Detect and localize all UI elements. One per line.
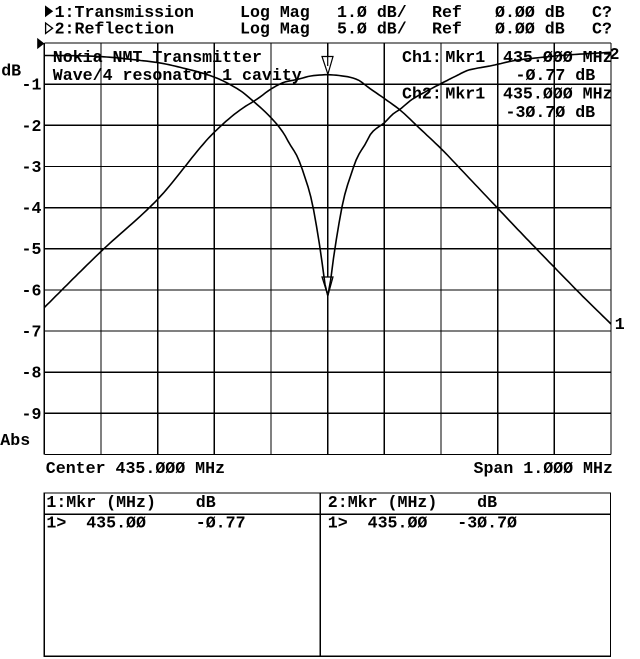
svg-text:5.Ø dB/: 5.Ø dB/ <box>337 20 407 39</box>
svg-text:Center 435.ØØØ MHz: Center 435.ØØØ MHz <box>46 459 225 478</box>
svg-text:-4: -4 <box>22 199 42 218</box>
svg-text:-5: -5 <box>22 240 42 259</box>
svg-text:Abs: Abs <box>0 431 30 450</box>
svg-text:1> 435.ØØ -3Ø.7Ø: 1> 435.ØØ -3Ø.7Ø <box>328 514 517 533</box>
svg-text:1> 435.ØØ -Ø.77: 1> 435.ØØ -Ø.77 <box>46 514 245 533</box>
svg-text:Ø.ØØ dB: Ø.ØØ dB <box>495 20 565 39</box>
svg-text:Log Mag: Log Mag <box>240 3 310 22</box>
svg-text:-3Ø.7Ø dB: -3Ø.7Ø dB <box>506 103 596 122</box>
svg-text:Ref: Ref <box>432 20 462 39</box>
svg-text:2: 2 <box>610 45 620 64</box>
svg-text:Wave/4 resonator 1 cavity: Wave/4 resonator 1 cavity <box>53 66 302 85</box>
svg-text:Mkr1: Mkr1 <box>445 85 485 104</box>
svg-text:1.Ø dB/: 1.Ø dB/ <box>337 3 407 22</box>
svg-text:1:Transmission: 1:Transmission <box>55 3 194 22</box>
svg-text:-7: -7 <box>22 323 42 342</box>
svg-text:Span 1.ØØØ MHz: Span 1.ØØØ MHz <box>474 459 613 478</box>
svg-text:-Ø.77 dB: -Ø.77 dB <box>516 66 596 85</box>
svg-text:Nokia NMT Transmitter: Nokia NMT Transmitter <box>53 48 262 67</box>
svg-text:-1: -1 <box>22 76 42 95</box>
svg-text:Ch2:: Ch2: <box>402 85 442 104</box>
svg-text:435.ØØØ MHz: 435.ØØØ MHz <box>503 85 613 104</box>
svg-text:C?: C? <box>592 3 612 22</box>
svg-text:dB: dB <box>1 62 21 81</box>
svg-text:Ø.ØØ dB: Ø.ØØ dB <box>495 3 565 22</box>
svg-text:Ch1:: Ch1: <box>402 48 442 67</box>
svg-text:C?: C? <box>592 20 612 39</box>
svg-text:1: 1 <box>615 315 625 334</box>
svg-text:Log Mag: Log Mag <box>240 20 310 39</box>
svg-text:-8: -8 <box>22 364 42 383</box>
svg-text:-2: -2 <box>22 117 42 136</box>
svg-text:2:Reflection: 2:Reflection <box>55 20 175 39</box>
svg-text:-9: -9 <box>22 405 42 424</box>
svg-text:Ref: Ref <box>432 3 462 22</box>
svg-text:Mkr1: Mkr1 <box>445 48 485 67</box>
svg-text:2:Mkr (MHz) dB: 2:Mkr (MHz) dB <box>328 493 497 512</box>
svg-text:-6: -6 <box>22 281 42 300</box>
svg-text:435.ØØØ MHz: 435.ØØØ MHz <box>503 48 613 67</box>
svg-text:-3: -3 <box>22 158 42 177</box>
svg-text:1:Mkr (MHz) dB: 1:Mkr (MHz) dB <box>46 493 215 512</box>
